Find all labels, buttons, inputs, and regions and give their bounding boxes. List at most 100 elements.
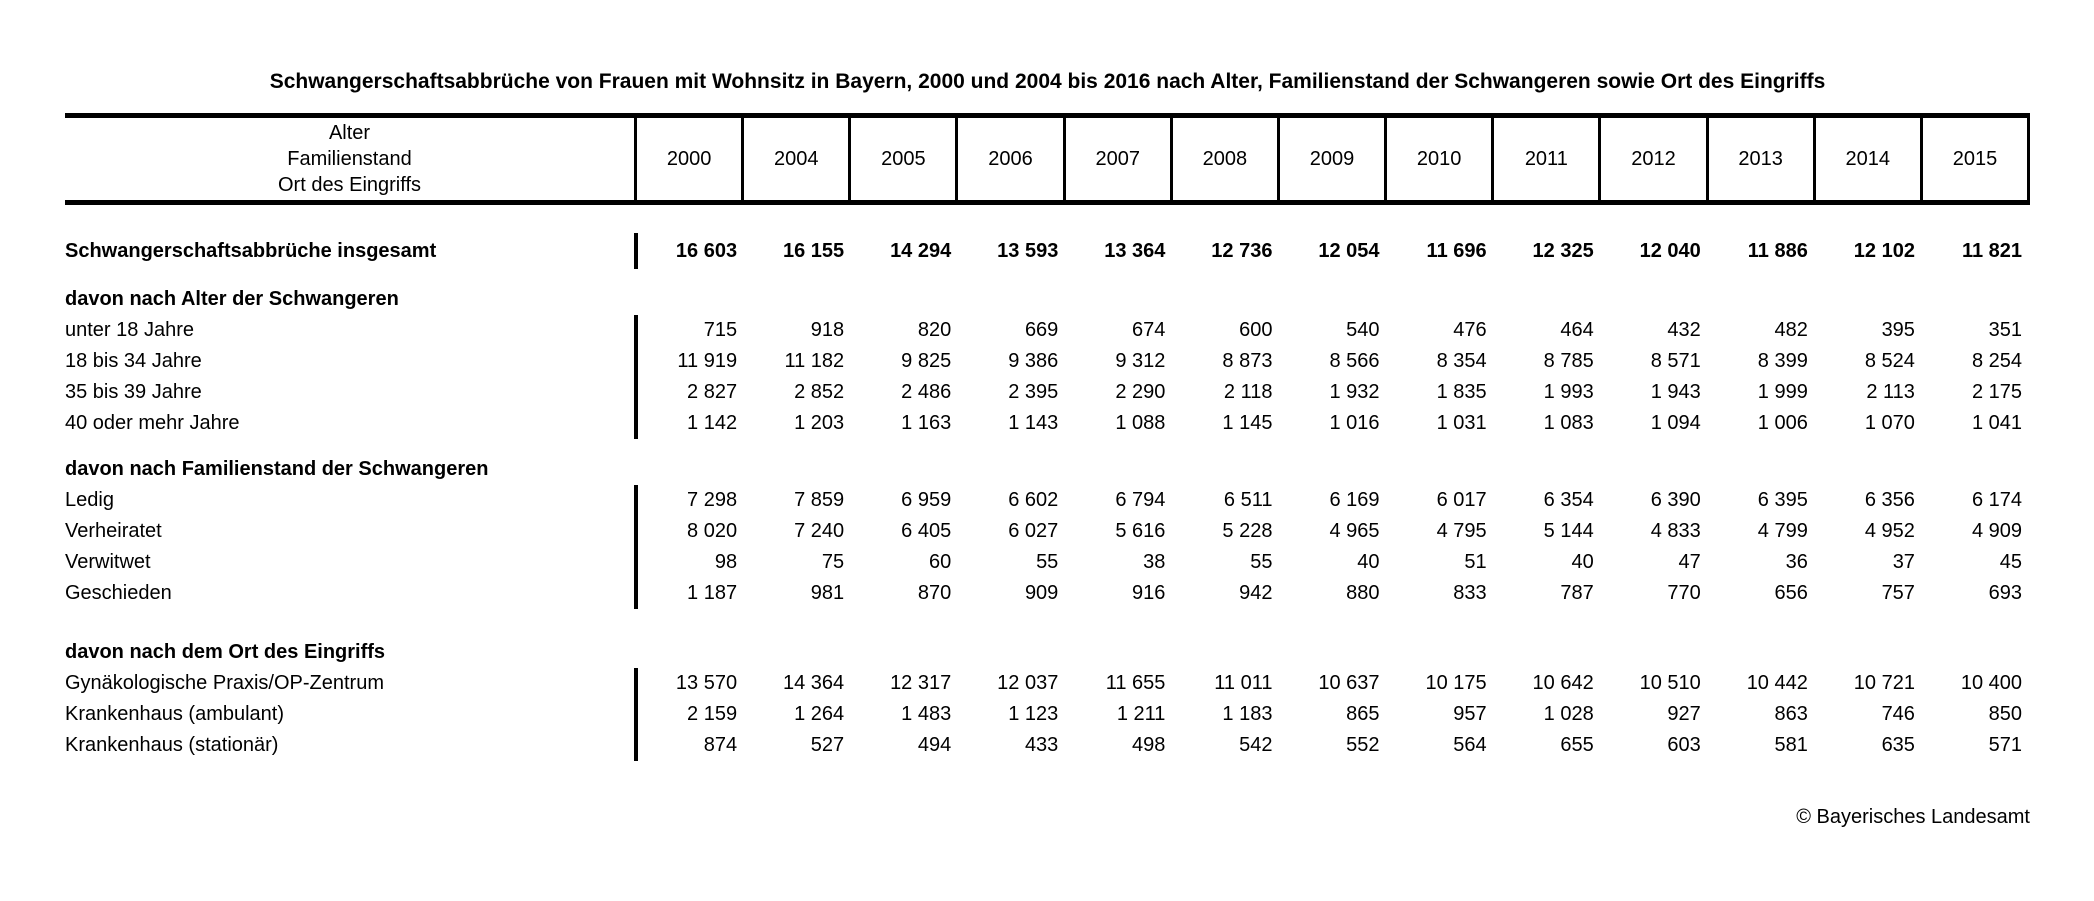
value-cell: 6 959 (901, 489, 952, 511)
year-column-header: 2005 (848, 118, 955, 200)
value-cell: 1 031 (1436, 412, 1487, 434)
table-header: Alter Familienstand Ort des Eingriffs 20… (65, 113, 2031, 205)
value-cell: 14 364 (782, 672, 845, 694)
value-cell: 37 (1892, 551, 1915, 573)
row-values: 874 527 494 433 498 542 552 564 655 603 581 635 571 (634, 730, 2030, 761)
value-cell: 8 566 (1329, 350, 1380, 372)
value-cell: 12 325 (1532, 239, 1594, 262)
row-values: 715 918 820 669 674 600 540 476 464 432 482 395 351 (634, 315, 2030, 346)
value-cell: 11 886 (1747, 239, 1808, 262)
value-cell: 2 395 (1008, 381, 1059, 403)
value-cell: 8 354 (1436, 350, 1487, 372)
row-label: Verwitwet (65, 551, 151, 573)
value-cell: 7 240 (794, 520, 845, 542)
value-cell: 1 083 (1543, 412, 1594, 434)
page: Schwangerschaftsabbrüche von Frauen mit … (65, 70, 2031, 829)
value-cell: 4 952 (1864, 520, 1915, 542)
value-cell: 693 (1988, 582, 2023, 604)
value-cell: 1 932 (1329, 381, 1380, 403)
year-column-header: 2015 (1919, 118, 2031, 200)
row-label-header-line-2: Familienstand (287, 148, 412, 170)
row-values: 1 187 981 870 909 916 942 880 833 787 770 656 757 69… (634, 578, 2030, 609)
value-cell: 482 (1774, 319, 1808, 341)
table-row: Gynäkologische Praxis/OP-Zentrum 13 570 14… (65, 668, 2030, 699)
value-cell: 820 (917, 319, 952, 341)
value-cell: 870 (917, 582, 952, 604)
value-cell: 527 (810, 734, 845, 756)
value-cell: 787 (1560, 582, 1594, 604)
row-values: 11 919 11 182 9 825 9 386 9 312 8 873 8 566 8 3… (634, 346, 2030, 377)
value-cell: 1 183 (1222, 703, 1273, 725)
value-cell: 2 159 (687, 703, 738, 725)
value-cell: 8 524 (1864, 350, 1915, 372)
value-cell: 7 859 (794, 489, 845, 511)
value-cell: 1 143 (1008, 412, 1059, 434)
value-cell: 6 794 (1115, 489, 1166, 511)
row-values: 2 827 2 852 2 486 2 395 2 290 2 118 1 932 1 835… (634, 377, 2030, 408)
table-body: Schwangerschaftsabbrüche insgesamt 16 603… (65, 233, 2030, 761)
value-cell: 6 027 (1008, 520, 1059, 542)
value-cell: 36 (1785, 551, 1808, 573)
value-cell: 16 603 (675, 239, 738, 262)
value-cell: 464 (1560, 319, 1594, 341)
value-cell: 540 (1346, 319, 1380, 341)
value-cell: 10 400 (1960, 672, 2023, 694)
value-cell: 1 006 (1757, 412, 1808, 434)
value-cell: 770 (1667, 582, 1701, 604)
value-cell: 942 (1239, 582, 1273, 604)
table-row: 40 oder mehr Jahre 1 142 1 203 1 163 1 143 1 … (65, 408, 2030, 439)
value-cell: 12 317 (890, 672, 952, 694)
value-cell: 6 354 (1543, 489, 1594, 511)
row-label: Schwangerschaftsabbrüche insgesamt (65, 239, 437, 262)
value-cell: 1 123 (1008, 703, 1059, 725)
year-column-header: 2014 (1812, 118, 1920, 200)
value-cell: 916 (1132, 582, 1166, 604)
value-cell: 865 (1346, 703, 1380, 725)
value-cell: 10 637 (1318, 672, 1380, 694)
value-cell: 55 (1250, 551, 1273, 573)
value-cell: 8 254 (1971, 350, 2023, 372)
value-cell: 13 570 (675, 672, 738, 694)
value-cell: 5 228 (1222, 520, 1273, 542)
table-section: davon nach Familienstand der Schwangeren… (65, 454, 2030, 609)
value-cell: 2 118 (1223, 381, 1273, 403)
value-cell: 12 102 (1853, 239, 1915, 262)
value-cell: 957 (1453, 703, 1487, 725)
value-cell: 38 (1143, 551, 1166, 573)
value-cell: 351 (1988, 319, 2023, 341)
row-label: Krankenhaus (ambulant) (65, 703, 285, 725)
value-cell: 395 (1881, 319, 1915, 341)
table-row: 18 bis 34 Jahre 11 919 11 182 9 825 9 386 9 3… (65, 346, 2030, 377)
section-heading: davon nach dem Ort des Eingriffs (65, 641, 386, 663)
value-cell: 16 155 (782, 239, 845, 262)
value-cell: 11 821 (1961, 239, 2023, 262)
year-column-header: 2007 (1062, 118, 1170, 200)
value-cell: 51 (1464, 551, 1487, 573)
value-cell: 9 312 (1115, 350, 1166, 372)
value-cell: 1 142 (687, 412, 738, 434)
value-cell: 981 (810, 582, 845, 604)
table-container: Schwangerschaftsabbrüche von Frauen mit … (65, 70, 2031, 829)
value-cell: 2 113 (1866, 381, 1915, 403)
value-cell: 6 390 (1650, 489, 1701, 511)
value-cell: 12 054 (1318, 239, 1380, 262)
table-row: Verheiratet 8 020 7 240 6 405 6 027 5 616 5 22… (65, 516, 2030, 547)
value-cell: 1 203 (794, 412, 845, 434)
value-cell: 4 909 (1971, 520, 2023, 542)
year-column-header: 2010 (1384, 118, 1491, 200)
row-values: 8 020 7 240 6 405 6 027 5 616 5 228 4 965 4 795… (634, 516, 2030, 547)
row-label: unter 18 Jahre (65, 319, 194, 341)
value-cell: 55 (1036, 551, 1059, 573)
value-cell: 1 999 (1757, 381, 1808, 403)
value-cell: 6 405 (901, 520, 952, 542)
value-cell: 1 483 (901, 703, 952, 725)
year-column-header: 2006 (955, 118, 1062, 200)
table-row: Ledig 7 298 7 859 6 959 6 602 6 794 6 511 6 169… (65, 485, 2030, 516)
value-cell: 8 571 (1650, 350, 1701, 372)
value-cell: 40 (1357, 551, 1380, 573)
value-cell: 11 011 (1214, 672, 1273, 694)
value-cell: 4 833 (1650, 520, 1701, 542)
row-label: Geschieden (65, 582, 172, 604)
value-cell: 10 175 (1425, 672, 1487, 694)
value-cell: 7 298 (687, 489, 738, 511)
